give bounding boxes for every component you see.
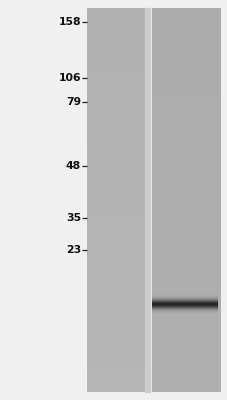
Text: 48: 48	[66, 161, 81, 171]
Text: 79: 79	[66, 97, 81, 107]
Bar	[0, 0, 86, 400]
Text: 23: 23	[65, 245, 81, 255]
Text: 158: 158	[58, 17, 81, 27]
Text: 106: 106	[58, 73, 81, 83]
Bar	[144, 8, 150, 392]
Text: 35: 35	[66, 213, 81, 223]
